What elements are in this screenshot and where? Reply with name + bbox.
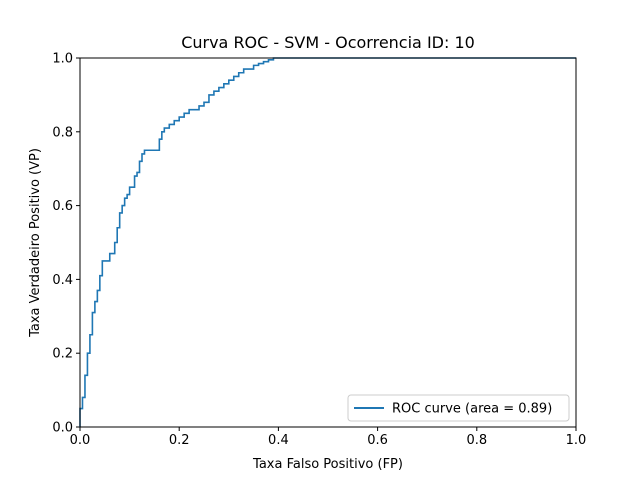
y-tick-label: 0.0 <box>52 421 73 436</box>
x-tick-label: 0.2 <box>169 433 190 448</box>
plot-frame <box>79 57 577 428</box>
x-tick-label: 0.0 <box>70 433 91 448</box>
legend-box <box>347 394 570 422</box>
y-axis: 0.0 0.2 0.4 0.6 0.8 1.0 <box>52 52 80 436</box>
x-tick-label: 1.0 <box>566 433 587 448</box>
x-tick-label: 0.4 <box>268 433 289 448</box>
roc-curve-line <box>79 57 576 427</box>
plot-area <box>80 58 576 427</box>
y-axis-title: Taxa Verdadeiro Positivo (VP) <box>28 148 43 338</box>
y-tick-label: 0.8 <box>52 125 73 140</box>
y-tick-label: 1.0 <box>52 52 73 67</box>
y-tick-label: 0.2 <box>52 347 73 362</box>
y-tick-label: 0.4 <box>52 273 73 288</box>
y-tick-label: 0.6 <box>52 199 73 214</box>
chart-title: Curva ROC - SVM - Ocorrencia ID: 10 <box>181 33 475 52</box>
x-tick-label: 0.6 <box>367 433 388 448</box>
x-axis: 0.0 0.2 0.4 0.6 0.8 1.0 <box>70 427 587 448</box>
legend: ROC curve (area = 0.89) <box>347 394 570 422</box>
x-tick-label: 0.8 <box>466 433 487 448</box>
legend-entry-label: ROC curve (area = 0.89) <box>392 402 552 417</box>
series-group <box>79 57 576 427</box>
x-axis-title: Taxa Falso Positivo (FP) <box>252 457 403 472</box>
